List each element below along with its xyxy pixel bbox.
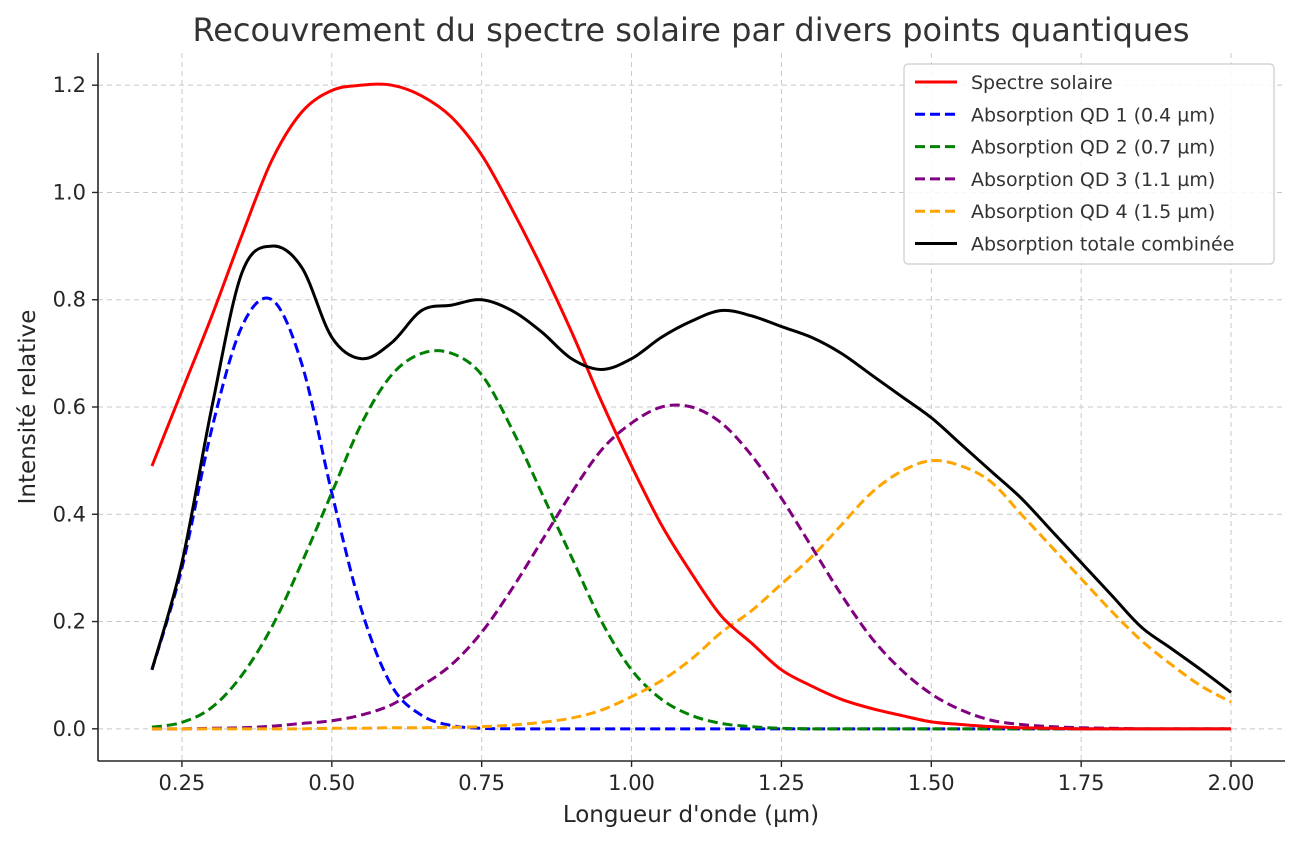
series-line-absorption-qd-4-1-5-m <box>151 458 1232 731</box>
x-tick-label: 1.00 <box>608 771 655 795</box>
legend-label: Absorption QD 4 (1.5 µm) <box>971 201 1215 223</box>
x-tick-label: 2.00 <box>1208 771 1255 795</box>
legend-label: Absorption QD 3 (1.1 µm) <box>971 169 1215 191</box>
legend-box <box>903 63 1275 265</box>
y-tick-label: 1.2 <box>53 73 86 97</box>
legend-label: Spectre solaire <box>971 72 1113 94</box>
chart-title: Recouvrement du spectre solaire par dive… <box>192 11 1189 49</box>
series-line-absorption-totale-combinee <box>150 244 1232 694</box>
series-line-absorption-qd-1-0-4-m <box>150 296 1232 731</box>
y-tick-label: 0.2 <box>53 610 86 634</box>
x-axis-label: Longueur d'onde (µm) <box>563 802 819 828</box>
x-tick-label: 0.25 <box>159 771 206 795</box>
y-tick-label: 0.0 <box>53 717 86 741</box>
y-axis-label: Intensité relative <box>15 310 41 505</box>
x-tick-label: 0.75 <box>458 771 505 795</box>
ticks: 0.25 0.50 0.75 1.00 1.25 1.50 1.75 2.00 0.0 0.2 0.… <box>53 73 1255 795</box>
x-tick-label: 0.50 <box>308 771 355 795</box>
legend: Spectre solaire Absorption QD 1 (0.4 µm) A… <box>903 63 1275 265</box>
y-tick-label: 0.4 <box>53 502 86 526</box>
y-tick-label: 0.6 <box>53 395 86 419</box>
series-line-absorption-qd-3-1-1-m <box>151 403 1232 731</box>
legend-label: Absorption totale combinée <box>971 234 1234 256</box>
series-line-absorption-qd-2-0-7-m <box>151 349 1232 731</box>
series-layer <box>150 82 1232 731</box>
x-tick-label: 1.75 <box>1058 771 1105 795</box>
legend-label: Absorption QD 2 (0.7 µm) <box>971 137 1215 159</box>
legend-label: Absorption QD 1 (0.4 µm) <box>971 104 1215 126</box>
series-line-spectre-solaire <box>150 82 1232 731</box>
x-tick-label: 1.25 <box>758 771 805 795</box>
y-tick-label: 1.0 <box>53 180 86 204</box>
y-tick-label: 0.8 <box>53 288 86 312</box>
x-tick-label: 1.50 <box>908 771 955 795</box>
